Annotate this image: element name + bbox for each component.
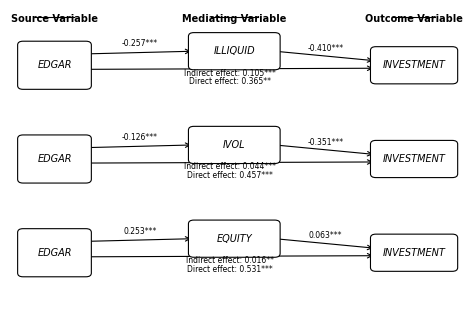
Text: Source Variable: Source Variable: [11, 14, 98, 24]
Text: Direct effect: 0.457***: Direct effect: 0.457***: [187, 171, 273, 180]
FancyBboxPatch shape: [189, 33, 280, 70]
Text: INVESTMENT: INVESTMENT: [383, 248, 446, 258]
Text: -0.257***: -0.257***: [122, 39, 158, 48]
Text: Direct effect: 0.531***: Direct effect: 0.531***: [187, 265, 273, 273]
Text: -0.410***: -0.410***: [307, 44, 343, 53]
Text: EDGAR: EDGAR: [37, 248, 72, 258]
Text: Outcome Variable: Outcome Variable: [365, 14, 463, 24]
Text: INVESTMENT: INVESTMENT: [383, 154, 446, 164]
Text: Mediating Variable: Mediating Variable: [182, 14, 286, 24]
FancyBboxPatch shape: [189, 126, 280, 163]
Text: EQUITY: EQUITY: [217, 234, 252, 244]
Text: IVOL: IVOL: [223, 140, 246, 150]
Text: Indirect effect: 0.016**: Indirect effect: 0.016**: [186, 256, 274, 265]
FancyBboxPatch shape: [371, 234, 458, 271]
FancyBboxPatch shape: [18, 41, 91, 89]
Text: EDGAR: EDGAR: [37, 154, 72, 164]
Text: Indirect effect: 0.105***: Indirect effect: 0.105***: [184, 69, 276, 78]
Text: 0.063***: 0.063***: [309, 232, 342, 240]
Text: INVESTMENT: INVESTMENT: [383, 60, 446, 70]
Text: 0.253***: 0.253***: [123, 227, 156, 236]
Text: -0.351***: -0.351***: [307, 138, 343, 147]
FancyBboxPatch shape: [18, 229, 91, 277]
Text: Indirect effect: 0.044***: Indirect effect: 0.044***: [184, 162, 276, 171]
Text: ILLIQUID: ILLIQUID: [213, 46, 255, 56]
FancyBboxPatch shape: [371, 141, 458, 177]
Text: -0.126***: -0.126***: [122, 133, 158, 142]
FancyBboxPatch shape: [371, 47, 458, 84]
FancyBboxPatch shape: [18, 135, 91, 183]
Text: EDGAR: EDGAR: [37, 60, 72, 70]
Text: Direct effect: 0.365**: Direct effect: 0.365**: [189, 77, 271, 86]
FancyBboxPatch shape: [189, 220, 280, 257]
